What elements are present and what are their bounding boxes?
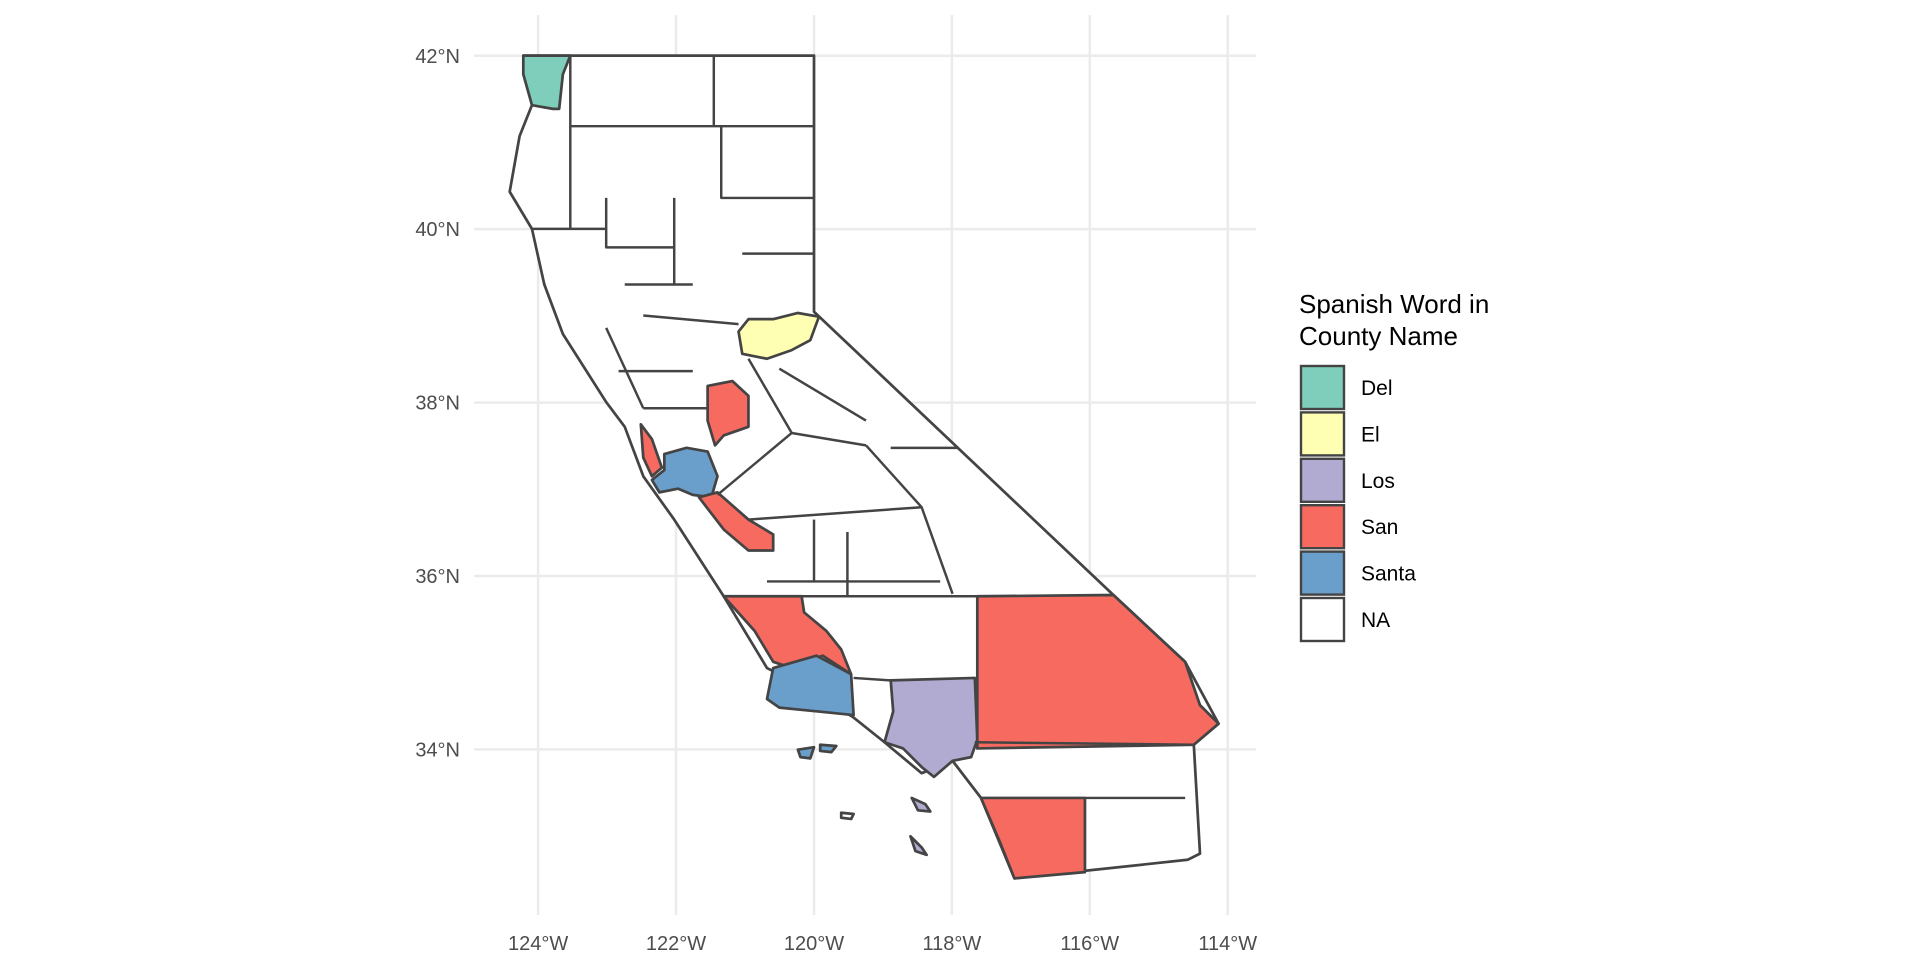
legend-key — [1299, 364, 1346, 411]
legend-key — [1299, 504, 1346, 550]
y-tick-label: 38°N — [415, 393, 460, 415]
island — [818, 743, 838, 754]
california — [508, 54, 1220, 880]
legend-label: Del — [1361, 377, 1393, 400]
state — [508, 54, 1220, 880]
legend-key — [1299, 457, 1346, 503]
county — [737, 311, 821, 361]
legend-label: San — [1361, 516, 1398, 539]
island — [909, 834, 928, 857]
y-tick-label: 36°N — [415, 566, 460, 588]
legend-label: NA — [1361, 609, 1390, 632]
county — [706, 379, 750, 447]
x-tick-label: 116°W — [1060, 933, 1119, 955]
island — [796, 745, 816, 760]
x-tick-label: 114°W — [1198, 933, 1257, 955]
legend-key — [1299, 596, 1346, 643]
legend-key — [1299, 550, 1346, 596]
x-tick-label: 120°W — [784, 933, 844, 955]
island — [839, 811, 855, 821]
y-tick-label: 42°N — [415, 46, 460, 68]
island — [910, 796, 932, 813]
legend-label: Santa — [1361, 563, 1416, 586]
y-tick-label: 40°N — [415, 219, 460, 241]
county — [650, 446, 719, 499]
legend-title: Spanish Word in County Name — [1299, 289, 1490, 351]
county — [521, 54, 572, 111]
counties — [521, 54, 1220, 880]
county — [979, 796, 1087, 880]
county — [697, 491, 775, 552]
county — [975, 593, 1220, 750]
legend-key — [1299, 411, 1346, 457]
y-tick-label: 34°N — [415, 739, 460, 761]
x-tick-label: 122°W — [646, 933, 706, 955]
x-tick-label: 124°W — [508, 933, 568, 955]
county — [765, 654, 855, 717]
legend-label: El — [1361, 423, 1380, 446]
county-borders — [531, 55, 1194, 800]
legend-label: Los — [1361, 470, 1395, 493]
county — [639, 422, 664, 478]
x-tick-label: 118°W — [923, 933, 982, 955]
